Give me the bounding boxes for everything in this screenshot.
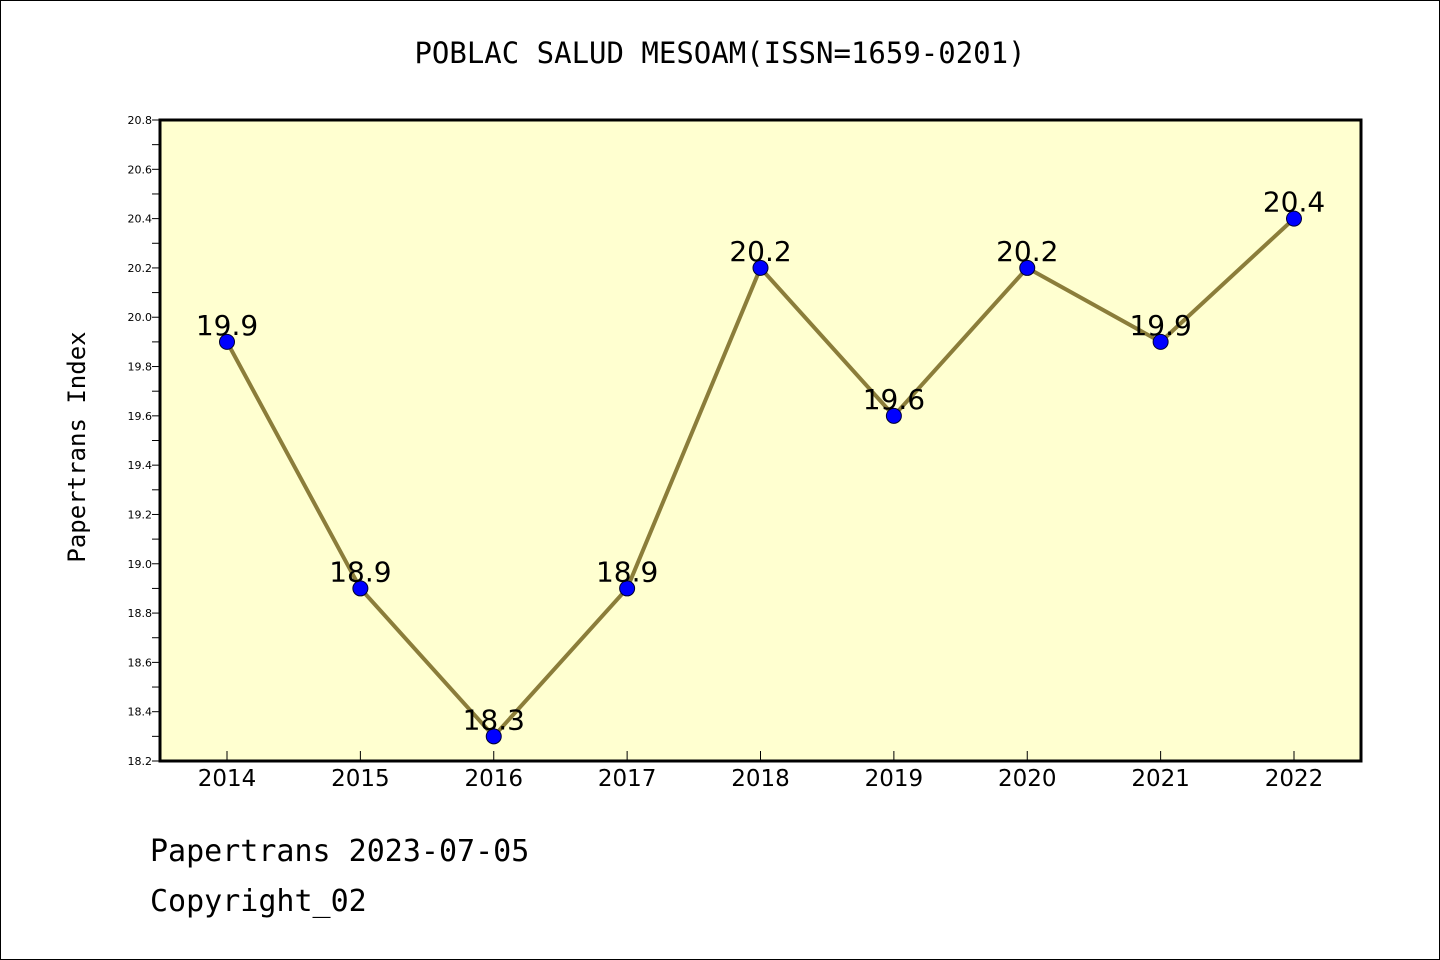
data-point bbox=[1019, 259, 1036, 276]
y-tick-label: 19.2 bbox=[128, 508, 153, 521]
data-label: 18.3 bbox=[463, 703, 525, 736]
data-point bbox=[619, 580, 636, 597]
plot-area bbox=[158, 118, 1363, 763]
data-label: 20.2 bbox=[996, 235, 1058, 268]
y-tick-label: 19.4 bbox=[128, 459, 153, 472]
data-point bbox=[1286, 210, 1302, 227]
data-point bbox=[485, 728, 502, 745]
x-tick-label: 2020 bbox=[998, 766, 1057, 792]
y-tick-label: 18.6 bbox=[128, 656, 153, 669]
y-tick-label: 20.6 bbox=[128, 163, 153, 176]
y-axis-ticks: 18.2 18.4 18.6 18.8 19.0 19.2 19.4 19.6 19.8 20.0… bbox=[128, 114, 160, 768]
y-tick-label: 19.8 bbox=[128, 361, 153, 374]
data-label: 19.9 bbox=[1129, 309, 1191, 342]
data-labels: 19.9 18.9 18.3 18.9 20.2 19.6 20.2 19.9 20.4 bbox=[196, 186, 1325, 737]
y-tick-label: 20.8 bbox=[128, 114, 153, 127]
x-tick-label: 2015 bbox=[331, 766, 390, 792]
y-tick-label: 20.0 bbox=[128, 311, 153, 324]
data-label: 18.9 bbox=[596, 555, 658, 588]
x-tick-label: 2017 bbox=[598, 766, 657, 792]
y-tick-label: 18.4 bbox=[128, 706, 153, 719]
data-label: 19.6 bbox=[863, 383, 925, 416]
x-tick-label: 2016 bbox=[464, 766, 523, 792]
y-tick-label: 19.6 bbox=[128, 410, 153, 423]
data-point bbox=[885, 407, 902, 424]
data-point bbox=[219, 333, 235, 350]
x-tick-label: 2022 bbox=[1265, 766, 1324, 792]
series-markers bbox=[219, 210, 1302, 745]
x-tick-label: 2021 bbox=[1131, 766, 1190, 792]
x-axis-ticks: 2014 2015 2016 2017 2018 2019 2020 2021 2022 bbox=[198, 751, 1324, 792]
data-point bbox=[752, 259, 769, 276]
data-label: 20.2 bbox=[729, 235, 791, 268]
x-tick-label: 2014 bbox=[198, 766, 257, 792]
data-label: 19.9 bbox=[196, 309, 258, 342]
data-point bbox=[352, 580, 369, 597]
y-tick-label: 20.4 bbox=[128, 213, 153, 226]
data-point bbox=[1152, 333, 1169, 350]
data-label: 18.9 bbox=[329, 555, 391, 588]
x-tick-label: 2018 bbox=[731, 766, 790, 792]
y-tick-label: 18.2 bbox=[128, 755, 153, 768]
y-axis-label: Papertrans Index bbox=[63, 331, 91, 562]
chart-title: POBLAC SALUD MESOAM(ISSN=1659-0201) bbox=[414, 36, 1026, 70]
y-tick-label: 20.2 bbox=[128, 262, 153, 275]
footer-copyright: Copyright_02 bbox=[150, 884, 367, 919]
y-tick-label: 19.0 bbox=[128, 558, 153, 571]
y-tick-label: 18.8 bbox=[128, 607, 153, 620]
data-label: 20.4 bbox=[1263, 186, 1325, 219]
footer-date: Papertrans 2023-07-05 bbox=[150, 834, 530, 869]
x-tick-label: 2019 bbox=[865, 766, 924, 792]
